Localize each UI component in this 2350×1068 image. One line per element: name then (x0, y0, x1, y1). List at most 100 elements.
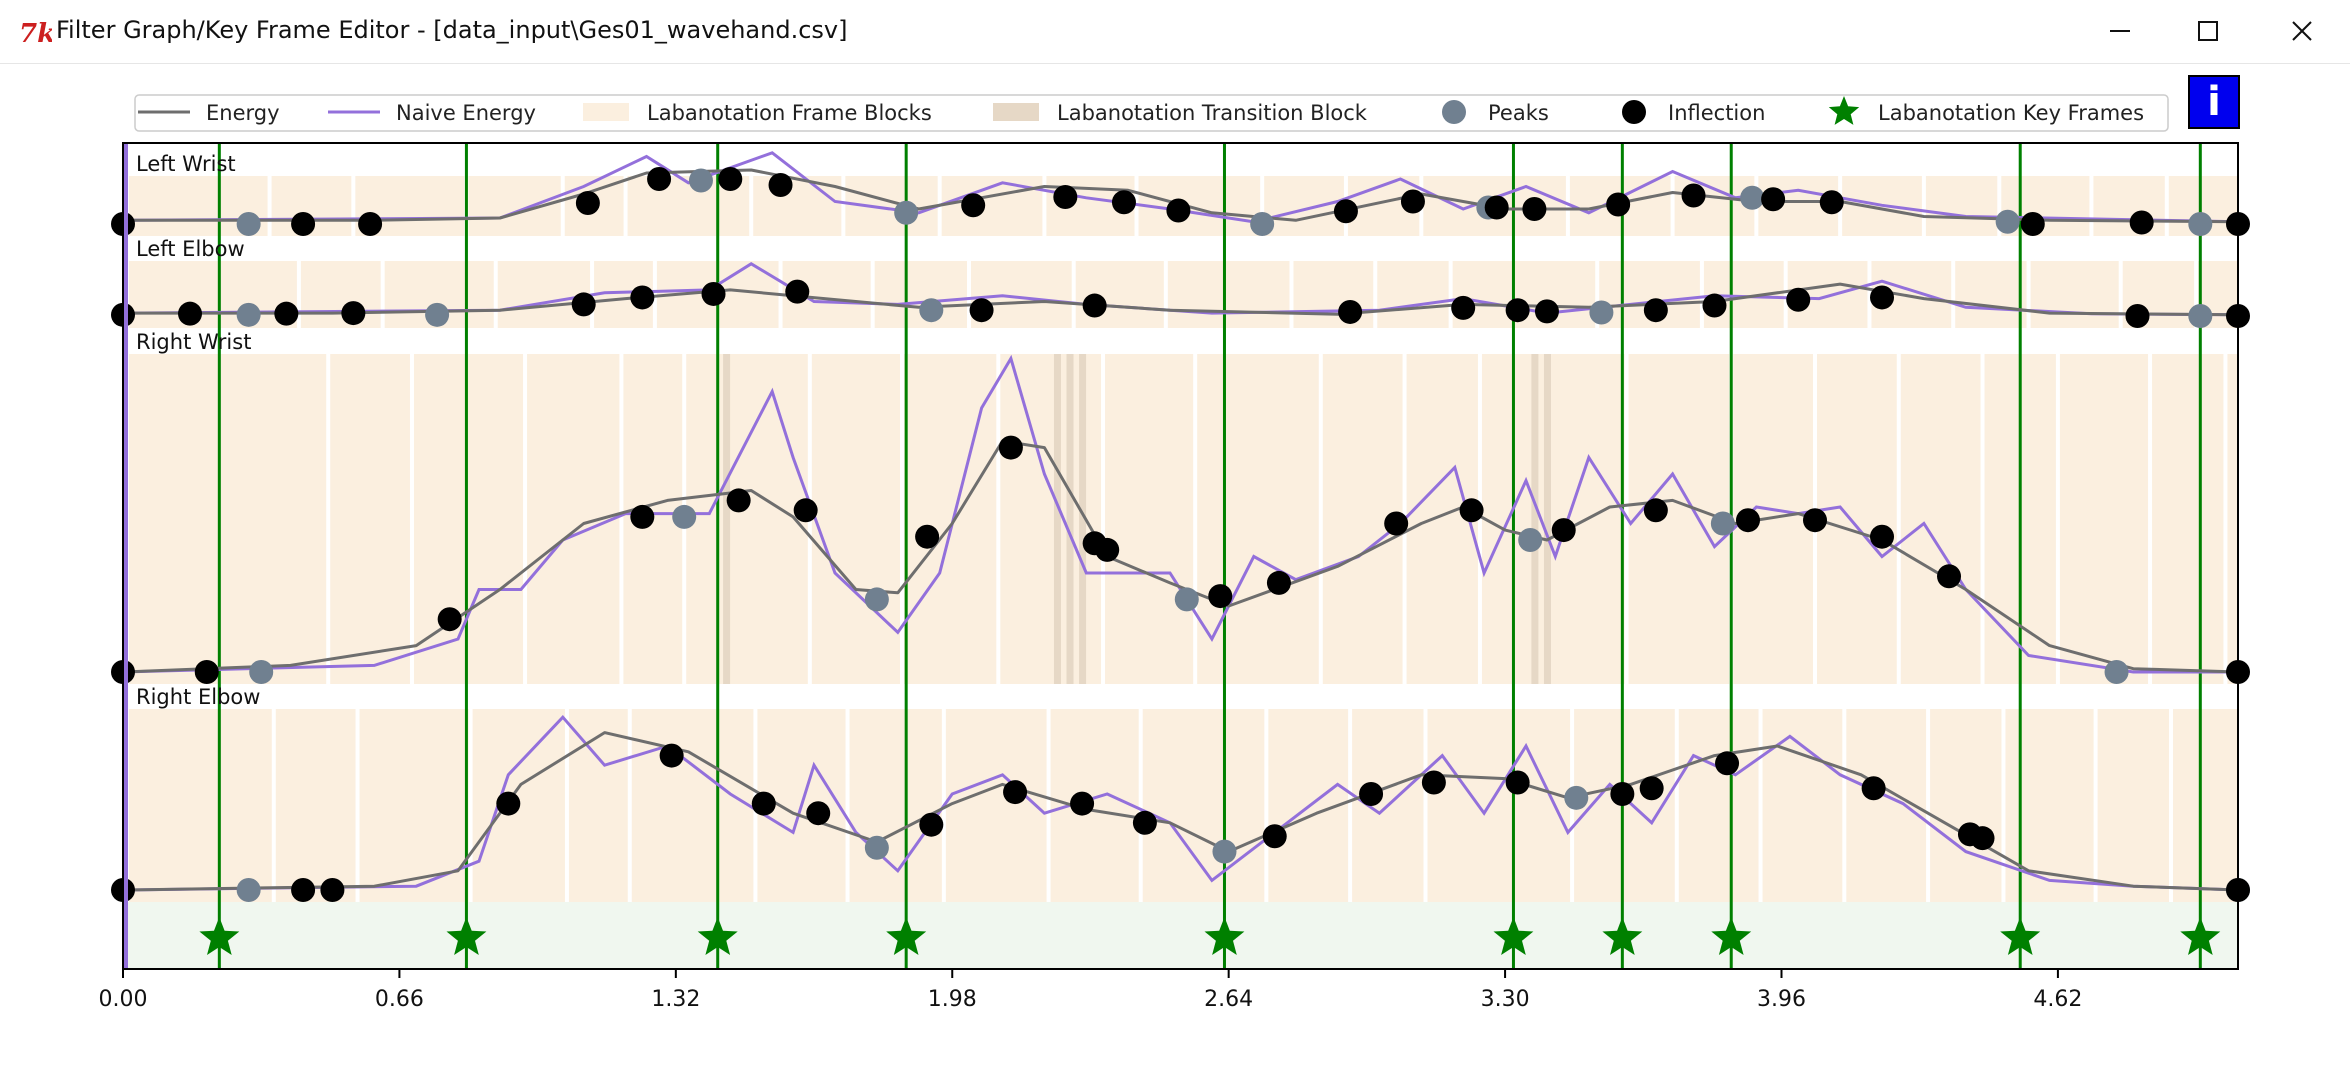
inflection-point[interactable] (1610, 782, 1635, 806)
inflection-point[interactable] (961, 193, 986, 218)
peak-point[interactable] (425, 302, 450, 327)
filter-graph-chart[interactable]: Energy Naive Energy Labanotation Frame Blo… (0, 63, 2350, 1068)
key-frame-star[interactable] (199, 917, 240, 955)
inflection-point[interactable] (751, 791, 776, 816)
inflection-point[interactable] (998, 435, 1023, 460)
inflection-point[interactable] (1643, 298, 1668, 323)
inflection-point[interactable] (1459, 498, 1484, 523)
inflection-point[interactable] (701, 281, 726, 306)
inflection-point[interactable] (1606, 192, 1631, 217)
inflection-point[interactable] (496, 791, 521, 816)
inflection-point[interactable] (571, 292, 596, 317)
peak-point[interactable] (2188, 212, 2213, 236)
inflection-point[interactable] (659, 743, 684, 768)
peak-point[interactable] (1740, 185, 1765, 210)
inflection-point[interactable] (1702, 293, 1727, 318)
inflection-point[interactable] (718, 167, 743, 191)
inflection-point[interactable] (1384, 511, 1409, 536)
inflection-point[interactable] (1761, 187, 1786, 212)
inflection-point[interactable] (1522, 197, 1547, 221)
key-frame-star[interactable] (2000, 917, 2041, 955)
peak-point[interactable] (236, 302, 261, 327)
inflection-point[interactable] (1208, 584, 1233, 609)
inflection-point[interactable] (919, 812, 944, 837)
plot-area[interactable]: Left Wrist Left Elbow Right Wrist Right Elb… (111, 142, 2250, 970)
inflection-point[interactable] (1082, 293, 1107, 318)
inflection-point[interactable] (194, 660, 219, 684)
inflection-point[interactable] (1639, 776, 1664, 801)
inflection-point[interactable] (915, 524, 940, 549)
inflection-point[interactable] (1359, 782, 1384, 806)
maximize-button[interactable] (2160, 0, 2256, 62)
inflection-point[interactable] (575, 191, 600, 215)
inflection-point[interactable] (1338, 299, 1363, 324)
inflection-point[interactable] (1870, 285, 1895, 310)
key-frame-star[interactable] (1204, 917, 1245, 955)
peak-point[interactable] (2104, 660, 2129, 684)
inflection-point[interactable] (1715, 751, 1740, 776)
inflection-point[interactable] (1505, 298, 1530, 323)
peak-point[interactable] (1995, 209, 2020, 234)
inflection-point[interactable] (1053, 185, 1078, 209)
inflection-point[interactable] (1333, 199, 1358, 224)
inflection-point[interactable] (1870, 524, 1895, 549)
inflection-point[interactable] (1819, 190, 1844, 215)
inflection-point[interactable] (1551, 518, 1576, 543)
inflection-point[interactable] (437, 607, 462, 632)
inflection-point[interactable] (1421, 770, 1446, 795)
inflection-point[interactable] (1786, 287, 1811, 312)
inflection-point[interactable] (1681, 183, 1706, 208)
inflection-point[interactable] (2129, 210, 2154, 235)
inflection-point[interactable] (178, 301, 203, 326)
inflection-point[interactable] (358, 212, 383, 236)
key-frame-star[interactable] (697, 917, 738, 955)
inflection-point[interactable] (1970, 826, 1995, 851)
peak-point[interactable] (1564, 785, 1589, 810)
inflection-point[interactable] (341, 301, 366, 326)
peak-point[interactable] (864, 835, 889, 860)
inflection-point[interactable] (1111, 190, 1136, 215)
peak-point[interactable] (249, 660, 274, 684)
key-frame-star[interactable] (446, 917, 487, 955)
inflection-point[interactable] (1735, 508, 1760, 533)
peak-point[interactable] (864, 587, 889, 612)
inflection-point[interactable] (630, 285, 655, 310)
key-frame-star[interactable] (2180, 917, 2221, 955)
peak-point[interactable] (919, 298, 944, 323)
inflection-point[interactable] (726, 488, 751, 513)
inflection-point[interactable] (291, 212, 316, 236)
minimize-button[interactable] (2072, 0, 2168, 62)
inflection-point[interactable] (647, 167, 672, 191)
inflection-point[interactable] (1505, 770, 1530, 795)
inflection-point[interactable] (274, 301, 299, 326)
inflection-point[interactable] (1534, 299, 1559, 324)
key-frame-star[interactable] (1602, 917, 1643, 955)
inflection-point[interactable] (785, 279, 810, 304)
peak-point[interactable] (1250, 212, 1275, 236)
peak-point[interactable] (1174, 587, 1199, 612)
inflection-point[interactable] (1400, 189, 1425, 214)
inflection-point[interactable] (1937, 564, 1962, 589)
info-button[interactable]: i (2188, 75, 2240, 129)
inflection-point[interactable] (793, 498, 818, 523)
inflection-point[interactable] (1451, 295, 1476, 320)
inflection-point[interactable] (1132, 810, 1157, 835)
inflection-point[interactable] (1166, 198, 1191, 223)
key-frame-star[interactable] (1711, 917, 1752, 955)
peak-point[interactable] (672, 504, 697, 529)
peak-point[interactable] (1710, 511, 1735, 536)
inflection-point[interactable] (1262, 824, 1287, 849)
peak-point[interactable] (1589, 300, 1614, 325)
inflection-point[interactable] (969, 298, 994, 323)
key-frame-star[interactable] (1493, 917, 1534, 955)
inflection-point[interactable] (1484, 195, 1509, 220)
inflection-point[interactable] (320, 878, 345, 902)
peak-point[interactable] (236, 212, 261, 236)
close-button[interactable] (2254, 0, 2350, 62)
inflection-point[interactable] (1803, 508, 1827, 533)
peak-point[interactable] (894, 200, 919, 225)
inflection-point[interactable] (768, 173, 793, 197)
inflection-point[interactable] (1095, 537, 1120, 562)
peak-point[interactable] (236, 878, 261, 902)
inflection-point[interactable] (1070, 791, 1095, 816)
